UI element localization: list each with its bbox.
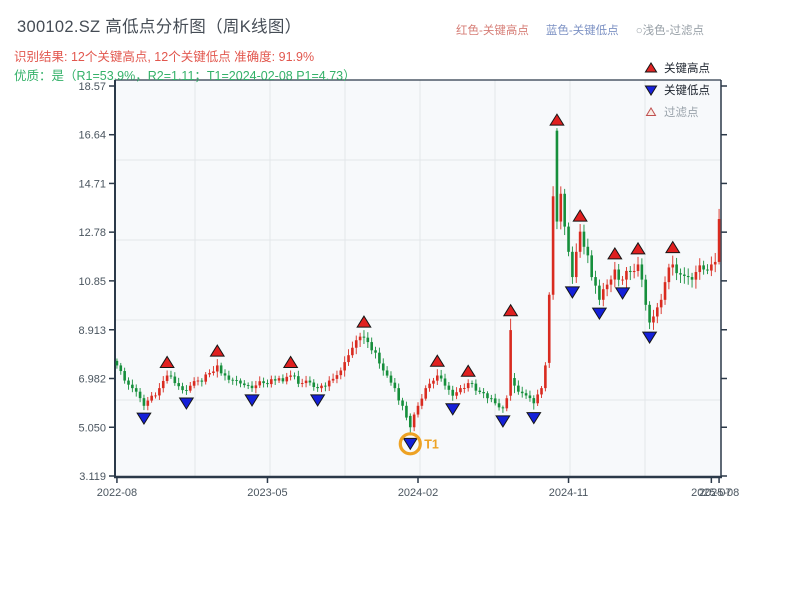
key-high-marker [159,355,175,368]
key-high-marker [572,209,588,222]
y-tick-label: 6.982 [78,373,106,385]
x-tick-label: 2024-02 [398,487,438,499]
key-low-marker [526,412,542,425]
candles [115,128,721,436]
header-legend-high: 红色-关键高点 [456,25,529,37]
key-low-marker [244,394,260,407]
legend-key-low-icon [644,85,658,96]
key-high-marker [282,355,299,368]
legend-item-label: 关键低点 [664,83,710,97]
quality-result-text: 优质：是（R1=53.9%，R2=1.11；T1=2024-02-08 P1=4… [14,69,356,83]
key-high-marker [665,240,681,254]
key-point-markers [136,113,681,451]
key-low-marker [445,403,461,416]
key-high-marker [549,113,565,126]
y-tick-label: 3.119 [79,471,106,483]
key-low-marker [564,286,581,299]
key-low-marker [402,437,418,451]
key-low-marker [136,412,152,426]
header-legend: 红色-关键高点 蓝色-关键低点 ○浅色-过滤点 [456,22,704,38]
x-tick-label: 2024-11 [549,487,589,499]
key-low-marker [309,394,326,407]
key-high-marker [429,354,445,367]
gridlines [115,80,721,477]
key-high-marker [630,241,646,255]
y-tick-label: 18.57 [78,81,106,93]
key-low-marker [614,287,631,300]
recognition-result-text: 识别结果: 12个关键高点, 12个关键低点 准确度: 91.9% [14,50,315,64]
y-tick-label: 16.64 [78,130,106,142]
x-tick-label: 2022-08 [97,487,137,499]
key-high-marker [460,364,476,377]
key-high-marker [502,303,519,317]
axes [109,79,727,483]
x-tick-label: 2025-07 [691,487,731,499]
y-tick-label: 12.78 [78,227,106,239]
key-low-marker [591,307,608,321]
header-legend-low: 蓝色-关键低点 [545,25,619,37]
key-high-marker [209,344,225,357]
key-high-marker [356,315,372,328]
page-title: 300102.SZ 高低点分析图（周K线图） [17,18,302,36]
y-tick-label: 14.71 [78,178,106,190]
legend-item-label: 过滤点 [664,106,699,119]
y-tick-label: 8.913 [78,325,106,337]
x-tick-label: 2025-08 [699,487,739,499]
y-tick-label: 5.050 [78,422,106,434]
t1-circle [398,432,422,456]
key-low-marker [178,397,195,410]
legend-key-high-icon [644,62,658,73]
t1-label: T1 [424,437,439,451]
key-low-marker [495,415,511,428]
legend-item-label: 关键高点 [664,61,710,75]
y-tick-label: 10.85 [78,276,106,288]
legend-filtered-icon [645,107,657,116]
key-low-marker [641,331,658,345]
x-tick-label: 2023-05 [247,487,287,499]
key-high-marker [607,246,623,260]
header-legend-filtered: ○浅色-过滤点 [635,25,704,37]
